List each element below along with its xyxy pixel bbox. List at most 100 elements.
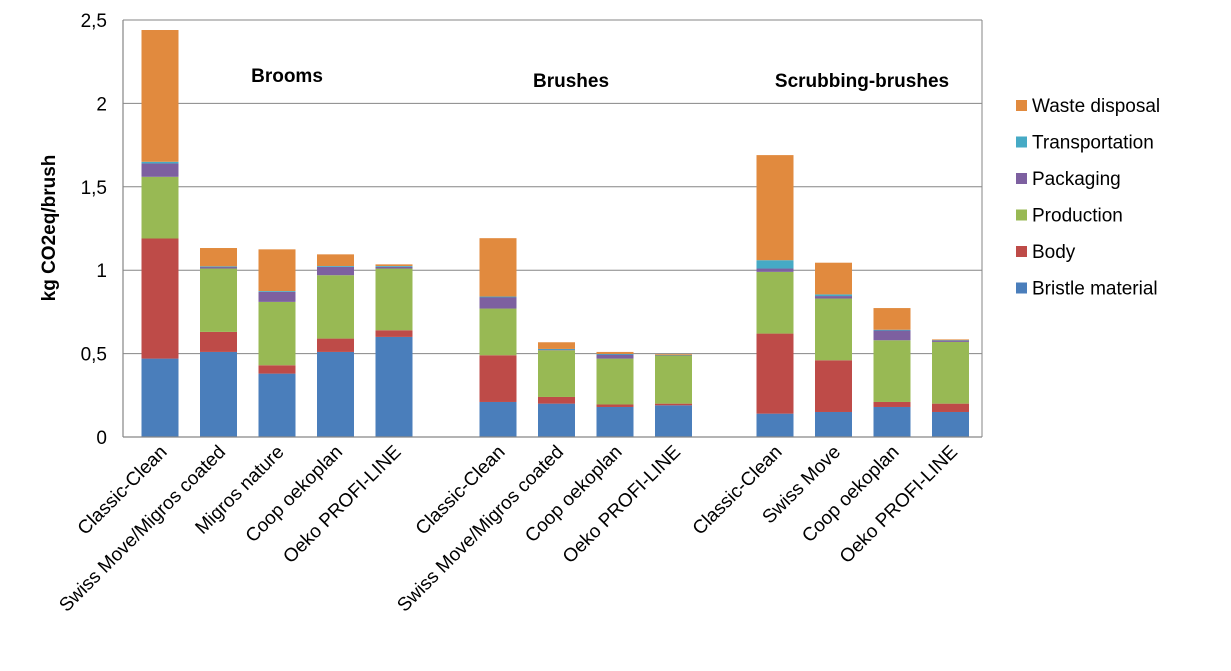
bar-segment-body bbox=[479, 355, 517, 402]
bar-segment-packaging bbox=[317, 266, 354, 276]
bar-segment-packaging bbox=[258, 291, 296, 302]
group-label: Brushes bbox=[533, 71, 609, 92]
bar-segment-production bbox=[873, 340, 911, 402]
bar-segment-body bbox=[375, 330, 413, 337]
bar-segment-bristle-material bbox=[655, 405, 692, 437]
bar-segment-transportation bbox=[873, 329, 911, 331]
bar-segment-bristle-material bbox=[479, 401, 517, 437]
bar-segment-packaging bbox=[200, 266, 237, 269]
bar-segment-bristle-material bbox=[375, 336, 413, 437]
bar-segment-production bbox=[756, 271, 794, 334]
bar-segment-waste-disposal bbox=[375, 264, 413, 267]
legend-label: Body bbox=[1032, 242, 1076, 263]
bar-segment-waste-disposal bbox=[932, 339, 969, 341]
bar-segment-transportation bbox=[258, 291, 296, 292]
bar-segment-production bbox=[317, 275, 354, 339]
bar-segment-bristle-material bbox=[200, 351, 237, 437]
bar-segment-body bbox=[873, 401, 911, 407]
bar-segment-waste-disposal bbox=[200, 248, 237, 267]
legend-label: Production bbox=[1032, 206, 1123, 227]
y-tick-labels: 0 0,5 1 1,5 2 2,5 bbox=[81, 11, 107, 449]
bar-segment-transportation bbox=[317, 266, 354, 267]
y-tick-label: 0 bbox=[96, 428, 107, 449]
legend-swatch bbox=[1016, 246, 1027, 257]
group-label: Brooms bbox=[251, 66, 323, 87]
y-tick-label: 2 bbox=[96, 94, 107, 115]
bar-segment-bristle-material bbox=[538, 403, 575, 437]
bar-segment-waste-disposal bbox=[479, 238, 517, 297]
bar-segment-body bbox=[596, 404, 634, 407]
bar-segment-production bbox=[596, 358, 634, 405]
bar-segment-waste-disposal bbox=[317, 254, 354, 267]
bars bbox=[141, 30, 969, 437]
bar-segment-transportation bbox=[538, 348, 575, 350]
bar-segment-bristle-material bbox=[815, 411, 852, 437]
bar-segment-waste-disposal bbox=[873, 308, 911, 330]
y-tick-label: 1 bbox=[96, 261, 107, 282]
bar-segment-waste-disposal bbox=[258, 249, 296, 292]
bar-segment-body bbox=[317, 338, 354, 352]
bar-segment-production bbox=[258, 301, 296, 366]
bar-segment-bristle-material bbox=[317, 351, 354, 437]
legend-swatch bbox=[1016, 100, 1027, 111]
bar-segment-packaging bbox=[756, 268, 794, 272]
legend-swatch bbox=[1016, 173, 1027, 184]
bar-segment-production bbox=[932, 341, 969, 404]
bar-segment-production bbox=[375, 268, 413, 331]
legend-label: Waste disposal bbox=[1032, 96, 1160, 117]
bar-segment-production bbox=[141, 176, 179, 239]
bar-segment-transportation bbox=[200, 266, 237, 268]
bar-segment-packaging bbox=[538, 349, 575, 351]
y-axis-title: kg CO2eq/brush bbox=[39, 155, 60, 302]
bar-segment-transportation bbox=[815, 294, 852, 297]
bar-segment-production bbox=[538, 350, 575, 397]
bar-segment-production bbox=[815, 298, 852, 361]
bar-segment-transportation bbox=[756, 260, 794, 269]
bar-segment-bristle-material bbox=[756, 413, 794, 437]
bar-segment-body bbox=[932, 403, 969, 412]
bar-segment-transportation bbox=[375, 266, 413, 267]
bar-segment-waste-disposal bbox=[756, 155, 794, 261]
y-tick-label: 2,5 bbox=[81, 11, 107, 32]
bar-segment-packaging bbox=[141, 163, 179, 177]
bar-segment-packaging bbox=[873, 330, 911, 341]
bar-segment-bristle-material bbox=[258, 373, 296, 437]
bar-segment-bristle-material bbox=[596, 406, 634, 437]
axes bbox=[122, 19, 983, 438]
legend-swatch bbox=[1016, 282, 1027, 294]
bar-segment-packaging bbox=[375, 266, 413, 269]
bar-segment-bristle-material bbox=[932, 411, 969, 437]
bar-segment-body bbox=[538, 396, 575, 404]
bar-segment-bristle-material bbox=[873, 406, 911, 437]
legend-label: Packaging bbox=[1032, 169, 1121, 190]
bar-segment-production bbox=[479, 308, 517, 356]
legend: Waste disposal Transportation Packaging Pro… bbox=[1016, 96, 1160, 300]
y-tick-label: 1,5 bbox=[81, 178, 107, 199]
bar-segment-bristle-material bbox=[141, 358, 179, 437]
legend-label: Bristle material bbox=[1032, 279, 1158, 300]
bar-segment-waste-disposal bbox=[815, 262, 852, 295]
legend-label: Transportation bbox=[1032, 133, 1154, 154]
bar-segment-body bbox=[141, 238, 179, 359]
bar-segment-body bbox=[200, 331, 237, 352]
bar-segment-production bbox=[655, 355, 692, 404]
bar-segment-body bbox=[258, 365, 296, 374]
y-tick-label: 0,5 bbox=[81, 345, 107, 366]
bar-segment-body bbox=[655, 403, 692, 406]
bar-segment-packaging bbox=[596, 354, 634, 359]
legend-swatch bbox=[1016, 136, 1027, 148]
bar-segment-packaging bbox=[815, 296, 852, 299]
bar-segment-packaging bbox=[479, 296, 517, 309]
bar-segment-transportation bbox=[596, 353, 634, 355]
bar-segment-body bbox=[756, 333, 794, 414]
bar-segment-transportation bbox=[479, 296, 517, 298]
legend-swatch bbox=[1016, 209, 1027, 221]
bar-segment-production bbox=[200, 268, 237, 332]
group-label: Scrubbing-brushes bbox=[775, 71, 949, 92]
bar-segment-waste-disposal bbox=[538, 342, 575, 349]
bar-segment-waste-disposal bbox=[596, 351, 634, 354]
bar-segment-transportation bbox=[141, 161, 179, 164]
group-labels: Brooms Brushes Scrubbing-brushes bbox=[251, 66, 949, 92]
